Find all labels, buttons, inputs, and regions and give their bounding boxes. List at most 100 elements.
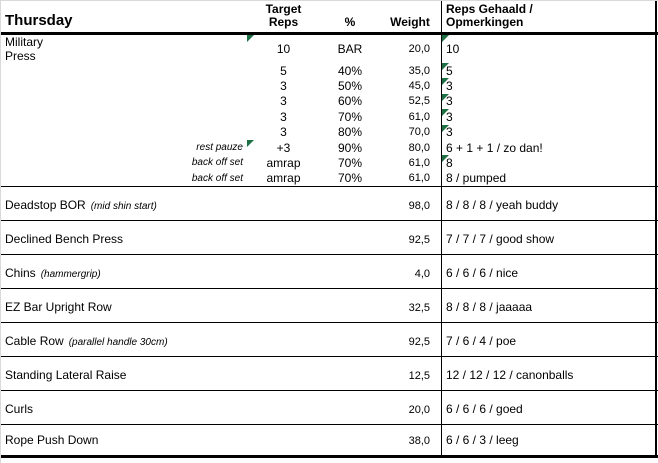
exercise-note: (mid shin start) — [90, 201, 157, 212]
result-cell[interactable]: 12 / 12 / 12 / canonballs — [441, 357, 658, 390]
result-cell[interactable]: 6 / 6 / 6 / goed — [441, 391, 658, 424]
exercise-row: Standing Lateral Raise 12,5 12 / 12 / 12… — [1, 356, 658, 390]
percent-value: 50% — [337, 79, 363, 94]
percent-cell[interactable]: 70% — [321, 155, 379, 170]
result-cell[interactable]: 8 / 8 / 8 / jaaaaa — [441, 289, 658, 322]
exercise-name-cell[interactable]: Deadstop BOR (mid shin start) — [1, 187, 379, 220]
weight-cell[interactable]: 70,0 — [379, 125, 441, 140]
result-cell[interactable]: 7 / 6 / 4 / poe — [441, 323, 658, 356]
target-reps-cell[interactable]: 3 — [246, 125, 321, 140]
result-value: 8 — [446, 155, 453, 170]
result-header-cell[interactable]: Reps Gehaald / Opmerkingen — [441, 1, 658, 32]
exercise-name-cell[interactable]: Chins (hammergrip) — [1, 255, 379, 288]
set-name-cell[interactable]: Military Press — [1, 35, 246, 63]
target-reps-cell[interactable]: amrap — [246, 155, 321, 170]
result-cell[interactable]: 8 / pumped — [441, 171, 658, 186]
set-name-cell[interactable]: back off set — [1, 171, 246, 186]
exercise-rows-section: Deadstop BOR (mid shin start) 98,0 8 / 8… — [1, 186, 658, 455]
target-reps-value: amrap — [266, 171, 301, 186]
target-reps-value: 3 — [280, 79, 287, 94]
result-cell[interactable]: 6 / 6 / 3 / leeg — [441, 425, 658, 455]
weight-cell[interactable]: 52,5 — [379, 94, 441, 109]
exercise-name-cell[interactable]: Standing Lateral Raise — [1, 357, 379, 390]
result-value: 7 / 7 / 7 / good show — [446, 232, 555, 246]
result-cell[interactable]: 7 / 7 / 7 / good show — [441, 221, 658, 254]
set-name-cell[interactable]: rest pauze — [1, 140, 246, 155]
percent-cell[interactable]: 70% — [321, 171, 379, 186]
weight-cell[interactable]: 61,0 — [379, 155, 441, 170]
result-cell[interactable]: 3 — [441, 93, 658, 109]
cell-error-triangle-icon — [247, 35, 254, 42]
weight-cell[interactable]: 12,5 — [379, 357, 441, 390]
result-value: 5 — [446, 63, 453, 78]
target-reps-cell[interactable]: 3 — [246, 78, 321, 93]
target-reps-header-cell[interactable]: Target Reps — [246, 1, 321, 32]
result-cell[interactable]: 8 — [441, 155, 658, 170]
set-name-cell[interactable]: back off set — [1, 155, 246, 170]
exercise-name: Cable Row — [5, 334, 64, 348]
percent-header-cell[interactable]: % — [321, 1, 379, 32]
set-row: back off set amrap 70% 61,0 8 — [1, 155, 658, 170]
weight-cell[interactable]: 61,0 — [379, 109, 441, 124]
exercise-row: Rope Push Down 38,0 6 / 6 / 3 / leeg — [1, 424, 658, 455]
result-cell[interactable]: 3 — [441, 124, 658, 140]
percent-value: 60% — [337, 94, 363, 109]
set-name-cell[interactable] — [1, 63, 246, 78]
set-name-cell[interactable] — [1, 125, 246, 140]
percent-cell[interactable]: 90% — [321, 140, 379, 155]
weight-cell[interactable]: 61,0 — [379, 171, 441, 186]
result-cell[interactable]: 10 — [441, 35, 658, 63]
exercise-name-cell[interactable]: Cable Row (parallel handle 30cm) — [1, 323, 379, 356]
result-value: 3 — [446, 109, 453, 124]
weight-cell[interactable]: 20,0 — [379, 391, 441, 424]
weight-header-cell[interactable]: Weight — [379, 1, 441, 32]
result-cell[interactable]: 5 — [441, 63, 658, 78]
weight-cell[interactable]: 20,0 — [379, 35, 441, 63]
result-cell[interactable]: 6 / 6 / 6 / nice — [441, 255, 658, 288]
weight-cell[interactable]: 35,0 — [379, 63, 441, 78]
weight-cell[interactable]: 38,0 — [379, 425, 441, 455]
exercise-name-cell[interactable]: Curls — [1, 391, 379, 424]
target-reps-cell[interactable]: +3 — [246, 139, 321, 155]
exercise-name-cell[interactable]: EZ Bar Upright Row — [1, 289, 379, 322]
percent-cell[interactable]: 50% — [321, 78, 379, 93]
set-row: 3 50% 45,0 3 — [1, 78, 658, 93]
percent-value: 70% — [337, 171, 363, 186]
weight-cell[interactable]: 92,5 — [379, 323, 441, 356]
target-reps-cell[interactable]: 5 — [246, 63, 321, 78]
result-value: 7 / 6 / 4 / poe — [446, 334, 517, 348]
weight-value: 92,5 — [408, 336, 430, 348]
set-name-cell[interactable] — [1, 109, 246, 124]
exercise-name-cell[interactable]: Declined Bench Press — [1, 221, 379, 254]
target-reps-cell[interactable]: 10 — [246, 35, 321, 63]
weight-cell[interactable]: 80,0 — [379, 140, 441, 155]
exercise-row: Cable Row (parallel handle 30cm) 92,5 7 … — [1, 322, 658, 356]
day-header-cell[interactable]: Thursday — [1, 1, 246, 32]
weight-cell[interactable]: 32,5 — [379, 289, 441, 322]
exercise-name: Standing Lateral Raise — [5, 368, 127, 382]
exercise-name-cell[interactable]: Rope Push Down — [1, 425, 379, 455]
percent-cell[interactable]: 70% — [321, 109, 379, 124]
weight-value: 12,5 — [408, 370, 430, 382]
target-reps-cell[interactable]: 3 — [246, 109, 321, 124]
weight-cell[interactable]: 98,0 — [379, 187, 441, 220]
percent-cell[interactable]: 40% — [321, 63, 379, 78]
percent-cell[interactable]: BAR — [321, 35, 379, 63]
weight-cell[interactable]: 45,0 — [379, 78, 441, 93]
cell-error-triangle-icon — [442, 155, 449, 163]
result-cell[interactable]: 8 / 8 / 8 / yeah buddy — [441, 187, 658, 220]
exercise-row: Declined Bench Press 92,5 7 / 7 / 7 / go… — [1, 220, 658, 254]
result-cell[interactable]: 3 — [441, 109, 658, 124]
result-value: 6 / 6 / 3 / leeg — [446, 433, 519, 447]
target-reps-cell[interactable]: 3 — [246, 94, 321, 109]
percent-cell[interactable]: 80% — [321, 125, 379, 140]
weight-cell[interactable]: 4,0 — [379, 255, 441, 288]
weight-cell[interactable]: 92,5 — [379, 221, 441, 254]
result-cell[interactable]: 3 — [441, 78, 658, 93]
result-cell[interactable]: 6 + 1 + 1 / zo dan! — [441, 140, 658, 155]
set-name-cell[interactable] — [1, 94, 246, 109]
set-name-cell[interactable] — [1, 78, 246, 93]
percent-cell[interactable]: 60% — [321, 94, 379, 109]
target-reps-cell[interactable]: amrap — [246, 171, 321, 186]
weight-value: 35,0 — [408, 64, 430, 77]
